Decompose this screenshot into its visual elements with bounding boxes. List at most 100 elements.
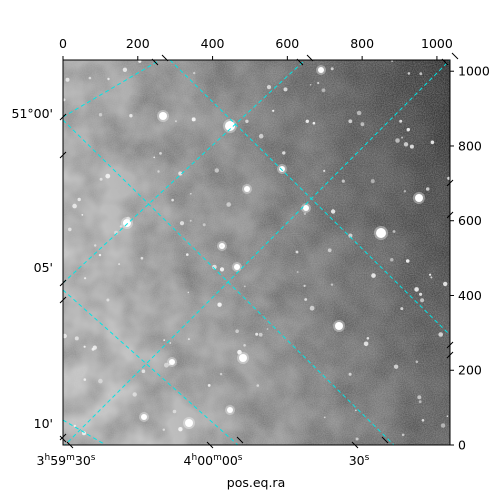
star bbox=[138, 60, 142, 63]
star bbox=[171, 198, 174, 202]
tick-mark bbox=[59, 433, 67, 441]
tick-mark bbox=[451, 52, 459, 60]
star bbox=[415, 360, 419, 364]
star bbox=[77, 197, 81, 202]
tick-mark bbox=[59, 151, 67, 159]
grid-line bbox=[63, 119, 395, 445]
ra-value: 30 bbox=[75, 453, 91, 468]
tick-mark bbox=[59, 279, 67, 287]
star bbox=[399, 119, 403, 123]
tick-mark bbox=[59, 435, 67, 443]
star bbox=[303, 212, 306, 215]
star bbox=[414, 287, 419, 292]
star bbox=[348, 233, 353, 238]
coordinate-grid bbox=[63, 60, 450, 445]
ra-unit: m bbox=[66, 453, 75, 463]
star bbox=[82, 431, 86, 436]
star bbox=[122, 67, 128, 73]
ra-value: 00 bbox=[197, 453, 213, 468]
star bbox=[162, 428, 165, 431]
star bbox=[235, 329, 239, 334]
right-tick-label: 800 bbox=[458, 138, 482, 153]
star bbox=[106, 298, 110, 302]
star bbox=[420, 298, 425, 303]
ra-value: 00 bbox=[222, 453, 238, 468]
star bbox=[88, 76, 92, 80]
star bbox=[419, 292, 423, 296]
star bbox=[91, 347, 95, 351]
tick-mark bbox=[306, 54, 314, 62]
top-tick-label: 600 bbox=[275, 36, 299, 51]
star bbox=[98, 378, 103, 384]
star bbox=[157, 170, 160, 173]
grid-line bbox=[63, 60, 161, 118]
star bbox=[266, 85, 272, 90]
star bbox=[303, 284, 306, 287]
star bbox=[234, 264, 240, 270]
star bbox=[447, 176, 450, 180]
ra-value: 30 bbox=[349, 453, 365, 468]
star bbox=[72, 203, 77, 209]
grid-line bbox=[63, 289, 239, 445]
star bbox=[169, 359, 175, 365]
star bbox=[295, 250, 299, 254]
star bbox=[395, 138, 400, 143]
grid-line bbox=[64, 60, 450, 445]
ra-unit: h bbox=[191, 453, 197, 463]
star bbox=[193, 71, 196, 75]
tick-mark bbox=[236, 436, 244, 444]
star bbox=[327, 248, 332, 253]
star bbox=[164, 362, 169, 368]
star bbox=[323, 416, 326, 419]
star bbox=[403, 142, 409, 147]
dec-tick-label: 05' bbox=[34, 260, 53, 275]
star bbox=[348, 372, 352, 376]
star bbox=[354, 409, 357, 412]
star bbox=[187, 338, 190, 341]
star bbox=[169, 342, 172, 344]
tick-mark bbox=[206, 441, 214, 449]
star bbox=[84, 277, 87, 280]
star bbox=[81, 214, 84, 216]
star bbox=[272, 109, 275, 112]
star bbox=[405, 259, 410, 263]
grid-line bbox=[63, 60, 306, 284]
top-tick-label: 200 bbox=[126, 36, 150, 51]
star bbox=[303, 205, 309, 211]
star bbox=[245, 119, 249, 124]
star bbox=[418, 400, 422, 404]
star bbox=[98, 253, 102, 257]
star bbox=[363, 341, 369, 347]
star bbox=[430, 140, 435, 145]
star bbox=[323, 169, 326, 172]
star bbox=[191, 117, 196, 122]
ra-value: 59 bbox=[50, 453, 66, 468]
x-axis-title: pos.eq.ra bbox=[227, 475, 285, 490]
star bbox=[243, 285, 246, 288]
star bbox=[258, 133, 264, 139]
tick-mark bbox=[161, 54, 169, 62]
star bbox=[341, 179, 345, 183]
star bbox=[153, 156, 156, 159]
top-tick-label: 800 bbox=[350, 36, 374, 51]
star bbox=[318, 67, 324, 73]
star bbox=[376, 228, 386, 238]
star bbox=[409, 144, 414, 149]
dec-tick-label: 10' bbox=[34, 416, 53, 431]
star bbox=[105, 173, 111, 179]
star bbox=[371, 273, 376, 278]
dec-axis: 51°00' 05' 10' bbox=[12, 106, 454, 441]
star bbox=[219, 372, 223, 376]
star bbox=[335, 322, 343, 330]
star bbox=[168, 363, 171, 366]
star bbox=[317, 81, 320, 85]
star bbox=[429, 273, 432, 276]
tick-mark bbox=[296, 58, 304, 66]
ra-unit: s bbox=[238, 453, 243, 463]
star bbox=[425, 187, 430, 191]
right-tick-label: 400 bbox=[458, 288, 482, 303]
star bbox=[393, 364, 399, 369]
star bbox=[98, 113, 103, 117]
star bbox=[159, 152, 162, 155]
ra-axis: 3h59m30s 4h00m00s 30s bbox=[37, 52, 459, 468]
